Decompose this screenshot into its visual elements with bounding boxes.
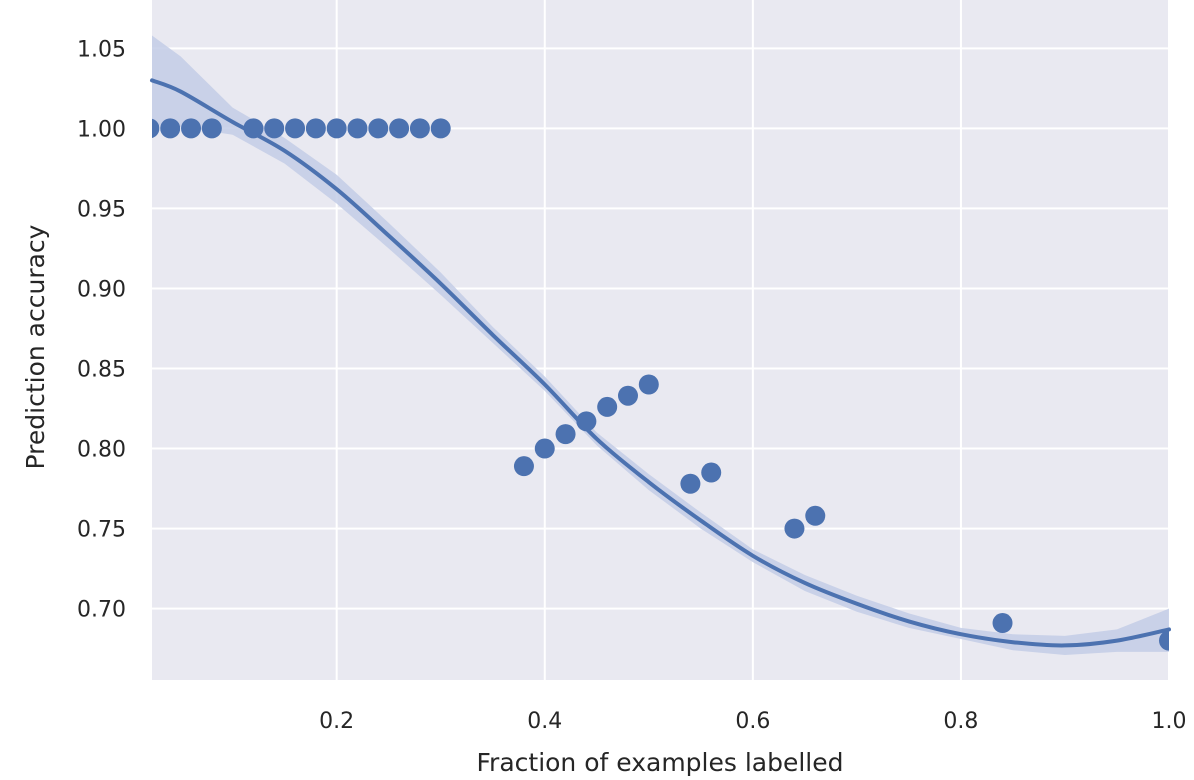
fit-line	[150, 78, 1171, 648]
data-point	[430, 118, 451, 139]
data-point	[160, 118, 181, 139]
data-point	[264, 118, 285, 139]
y-tick-label: 0.85	[77, 357, 126, 382]
y-tick-label: 0.95	[77, 197, 126, 222]
x-tick-label: 1.0	[1152, 709, 1187, 734]
data-point	[638, 374, 659, 395]
y-axis-label: Prediction accuracy	[21, 224, 50, 469]
y-tick-label: 1.00	[77, 117, 126, 142]
data-point	[243, 118, 264, 139]
data-point	[534, 438, 555, 459]
data-point	[680, 473, 701, 494]
x-tick-label: 0.2	[319, 709, 354, 734]
data-point	[326, 118, 347, 139]
y-tick-label: 0.80	[77, 438, 126, 463]
data-point	[576, 411, 597, 432]
y-tick-label: 0.90	[77, 277, 126, 302]
scatter-points	[152, 118, 1169, 651]
data-point	[784, 518, 805, 539]
data-point	[201, 118, 222, 139]
data-point	[305, 118, 326, 139]
y-tick-label: 0.75	[77, 518, 126, 543]
data-point	[347, 118, 368, 139]
x-tick-label: 0.4	[527, 709, 562, 734]
x-tick-label: 0.6	[735, 709, 770, 734]
y-tick-labels: 0.70 0.75 0.80 0.85 0.90 0.95 1.00 1.05	[77, 37, 126, 622]
data-point	[368, 118, 389, 139]
data-point	[555, 424, 576, 445]
data-point	[992, 613, 1013, 634]
data-point	[1159, 630, 1169, 651]
x-tick-labels: 0.2 0.4 0.6 0.8 1.0	[319, 709, 1186, 734]
plot-background	[152, 0, 1169, 680]
data-point	[409, 118, 430, 139]
y-tick-label: 0.70	[77, 598, 126, 623]
data-point	[513, 456, 534, 477]
y-tick-label: 1.05	[77, 37, 126, 62]
data-point	[389, 118, 410, 139]
data-point	[152, 118, 160, 139]
x-tick-label: 0.8	[943, 709, 978, 734]
data-point	[805, 505, 826, 526]
x-axis-label: Fraction of examples labelled	[476, 748, 843, 777]
data-point	[285, 118, 306, 139]
data-point	[181, 118, 202, 139]
data-point	[701, 462, 722, 483]
data-point	[617, 385, 638, 406]
data-point	[597, 396, 618, 417]
